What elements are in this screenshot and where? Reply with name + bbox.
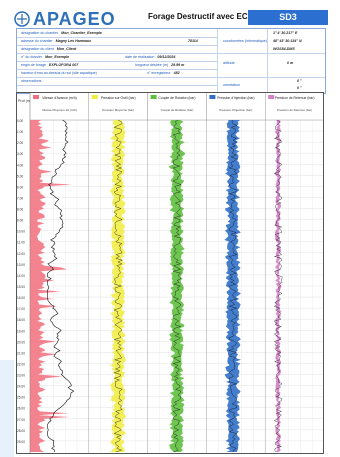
depth-tick-label: 23.00	[17, 374, 25, 378]
depth-tick-label: 11.00	[17, 241, 25, 245]
track-subtitle: Couple de Rotation (bar)	[161, 108, 194, 112]
orientation-label: orientation	[223, 83, 240, 87]
depth-tick-label: 28.00	[17, 429, 25, 433]
depth-tick-label: 16.00	[17, 296, 25, 300]
depth-tick-label: 17.00	[17, 307, 25, 311]
track-legend-swatch	[91, 95, 98, 99]
date-row: date de réalisation 09/12/2024	[125, 55, 176, 59]
track-subtitle: Pression d'Injection (bar)	[219, 108, 252, 112]
dossier-row: n° du dossier Mon_Exemple	[21, 55, 70, 59]
depth-tick-label: 1.00	[17, 130, 23, 134]
nappe-row: hauteur d'eau au-dessus du sol (site aqu…	[21, 71, 97, 75]
enregistreur-row: n° enregistreur 482	[147, 71, 180, 75]
chantier-row: désignation du chantier Mon_Chantier_Exem…	[21, 31, 102, 35]
track-subtitle: Pression de Retenue (bar)	[277, 108, 312, 112]
sondage-tag: SD3	[248, 10, 328, 25]
coord-system: WGS84-DMS	[273, 47, 295, 51]
altitude-label: altitude	[223, 61, 235, 65]
brand-name: APAGEO	[33, 8, 116, 29]
track-curve	[273, 119, 283, 453]
speed-mean-curve	[47, 119, 75, 453]
track-header	[264, 92, 324, 121]
depth-tick-label: 15.00	[17, 285, 25, 289]
depth-label: Prof (m)	[18, 99, 31, 103]
depth-tick-label: 20.00	[17, 340, 25, 344]
client-row: désignation du client Mon_Client	[21, 47, 77, 51]
track-subtitle: Pression Moyenne (bar)	[102, 108, 134, 112]
track-header	[29, 92, 89, 121]
track-legend-swatch	[268, 95, 275, 99]
code-postal: 78114	[188, 39, 198, 43]
depth-tick-label: 14.00	[17, 274, 25, 278]
coord-x: 1° 4' 30.217" E	[273, 31, 298, 35]
depth-tick-label: 9.00	[17, 219, 23, 223]
depth-tick-label: 10.00	[17, 230, 25, 234]
track-title: Pression sur Outil (bar)	[101, 96, 136, 100]
report-title: Forage Destructif avec ECL	[148, 12, 253, 21]
track-header	[147, 92, 207, 121]
track-title: Vitesse d'Avance (m/h)	[42, 96, 77, 100]
depth-tick-label: 3.00	[17, 152, 23, 156]
engin-row: engin de forage EXPLOFORA 007	[21, 63, 79, 67]
lieu-row: adresse du chantier Magny Les Hameaux	[21, 39, 92, 43]
drilling-log: Prof (m) 0.00 1.00 2.00 3.00 4.00 5.00 6.00 7.00…	[17, 92, 324, 454]
depth-tick-label: 18.00	[17, 318, 25, 322]
apageo-logo: APAGEO	[14, 8, 116, 29]
logo-icon	[14, 11, 30, 27]
depth-tick-label: 4.00	[17, 163, 23, 167]
track-signal	[224, 120, 242, 452]
depth-tick-label: 12.00	[17, 252, 25, 256]
track-curve	[228, 119, 238, 453]
depth-tick-label: 7.00	[17, 196, 23, 200]
track-legend-swatch	[150, 95, 157, 99]
depth-tick-label: 26.00	[17, 407, 25, 411]
track-signal	[109, 120, 127, 452]
depth-tick-label: 27.00	[17, 418, 25, 422]
depth-tick-label: 6.00	[17, 185, 23, 189]
depth-tick-label: 8.00	[17, 208, 23, 212]
track-title: Couple de Rotation (bar)	[158, 96, 195, 100]
profondeur-row: longueur désirée (m) 29.99 m	[135, 63, 185, 67]
depth-tick-label: 13.00	[17, 263, 25, 267]
track-signal	[168, 120, 186, 452]
speed-signal	[30, 120, 72, 452]
track-curve	[113, 119, 123, 453]
track-legend-swatch	[209, 95, 216, 99]
track-signal	[274, 120, 282, 452]
info-header: désignation du chantier Mon_Chantier_Exem…	[16, 28, 326, 94]
depth-tick-label: 2.00	[17, 141, 23, 145]
track-curve	[172, 119, 182, 453]
depth-tick-label: 0.00	[17, 119, 23, 123]
altitude-value: 0 m	[287, 61, 294, 65]
track-legend-swatch	[33, 95, 39, 99]
depth-tick-label: 5.00	[17, 174, 23, 178]
depth-tick-label: 21.00	[17, 351, 25, 355]
depth-tick-label: 22.00	[17, 362, 25, 366]
coord-y: 48° 43' 30.134" N	[273, 39, 302, 43]
depth-tick-label: 25.00	[17, 396, 25, 400]
orientation-h: 0 °	[297, 79, 302, 83]
track-title: Pression de Retenue (bar)	[275, 96, 315, 100]
orientation-v: 0 °	[297, 86, 302, 90]
depth-tick-label: 24.00	[17, 385, 25, 389]
depth-tick-label: 19.00	[17, 329, 25, 333]
coord-label: coordonnées (informatique)	[223, 39, 267, 43]
track-subtitle: Vitesse Moyenne 22 (m/h)	[42, 108, 77, 112]
observations-row: observations	[21, 79, 42, 83]
page-accent	[0, 360, 14, 457]
track-title: Pression d'Injection (bar)	[217, 96, 254, 100]
depth-tick-label: 29.00	[17, 440, 25, 444]
